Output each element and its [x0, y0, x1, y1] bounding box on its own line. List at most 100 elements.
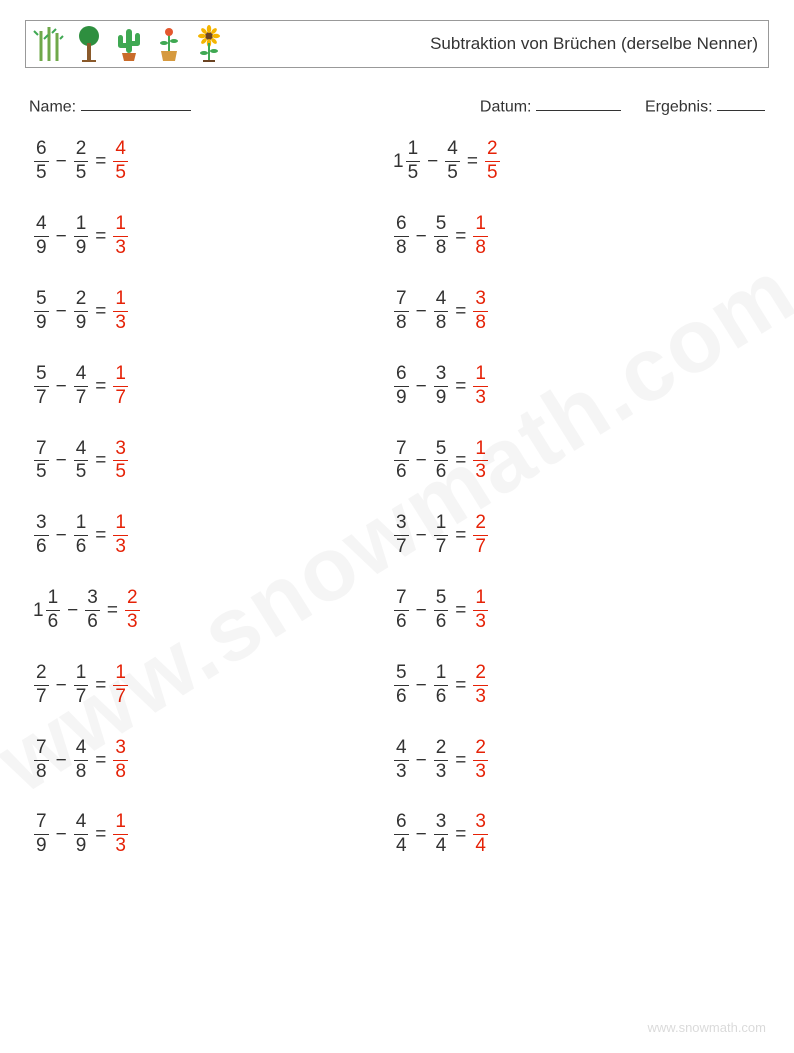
denominator: 5 [74, 461, 89, 484]
denominator: 9 [34, 237, 49, 260]
numerator: 6 [34, 138, 49, 161]
minus-sign: − [427, 152, 438, 171]
numerator: 2 [74, 288, 89, 311]
result-field: Ergebnis: [645, 96, 765, 116]
fraction: 36 [85, 587, 100, 634]
fraction: 47 [74, 363, 89, 410]
minus-sign: − [56, 751, 67, 770]
fraction: 23 [125, 587, 140, 634]
denominator: 5 [34, 162, 49, 185]
fraction: 13 [473, 438, 488, 485]
fraction: 79 [34, 811, 49, 858]
numerator: 4 [113, 138, 128, 161]
equals-sign: = [95, 676, 106, 695]
fraction: 19 [74, 213, 89, 260]
equals-sign: = [107, 601, 118, 620]
numerator: 2 [434, 737, 449, 760]
equals-sign: = [455, 676, 466, 695]
numerator: 4 [74, 363, 89, 386]
numerator: 1 [113, 363, 128, 386]
denominator: 6 [74, 536, 89, 559]
fraction: 23 [434, 737, 449, 784]
fraction: 64 [394, 811, 409, 858]
problem: 69−39=13 [393, 363, 753, 410]
numerator: 5 [434, 587, 449, 610]
fraction: 57 [34, 363, 49, 410]
numerator: 3 [434, 363, 449, 386]
problem: 79−49=13 [33, 811, 393, 858]
minus-sign: − [416, 676, 427, 695]
denominator: 7 [74, 686, 89, 709]
numerator: 7 [34, 737, 49, 760]
minus-sign: − [56, 302, 67, 321]
fraction: 75 [34, 438, 49, 485]
problems-column-2: 115−45=2568−58=1878−48=3869−39=1376−56=1… [393, 138, 753, 858]
denominator: 3 [113, 835, 128, 858]
denominator: 3 [113, 536, 128, 559]
numerator: 1 [74, 512, 89, 535]
numerator: 7 [394, 288, 409, 311]
problem: 115−45=25 [393, 138, 753, 185]
equals-sign: = [455, 302, 466, 321]
fraction: 65 [34, 138, 49, 185]
denominator: 3 [125, 611, 140, 634]
numerator: 4 [34, 213, 49, 236]
fraction: 76 [394, 438, 409, 485]
numerator: 7 [34, 438, 49, 461]
numerator: 1 [113, 811, 128, 834]
name-blank[interactable] [81, 96, 191, 111]
equals-sign: = [455, 825, 466, 844]
denominator: 3 [473, 761, 488, 784]
equals-sign: = [95, 152, 106, 171]
numerator: 6 [394, 363, 409, 386]
numerator: 1 [46, 587, 61, 610]
sunflower-icon [194, 25, 224, 63]
numerator: 2 [473, 737, 488, 760]
equals-sign: = [455, 451, 466, 470]
footer-link: www.snowmath.com [648, 1020, 766, 1035]
whole-part: 1 [33, 601, 44, 620]
numerator: 1 [473, 213, 488, 236]
info-line: Name: Datum: Ergebnis: [29, 96, 765, 116]
fraction: 25 [74, 138, 89, 185]
denominator: 7 [34, 387, 49, 410]
denominator: 7 [473, 536, 488, 559]
denominator: 8 [113, 761, 128, 784]
denominator: 9 [34, 835, 49, 858]
fraction: 16 [434, 662, 449, 709]
result-blank[interactable] [717, 96, 765, 111]
equals-sign: = [95, 751, 106, 770]
fraction: 78 [34, 737, 49, 784]
denominator: 6 [394, 461, 409, 484]
fraction: 17 [74, 662, 89, 709]
problem: 76−56=13 [393, 438, 753, 485]
numerator: 2 [473, 662, 488, 685]
numerator: 3 [34, 512, 49, 535]
fraction: 48 [74, 737, 89, 784]
fraction: 25 [485, 138, 500, 185]
whole-part: 1 [393, 152, 404, 171]
fraction: 43 [394, 737, 409, 784]
fraction: 56 [394, 662, 409, 709]
problem: 78−48=38 [393, 288, 753, 335]
numerator: 1 [113, 213, 128, 236]
fraction: 27 [473, 512, 488, 559]
fraction: 23 [473, 737, 488, 784]
numerator: 7 [394, 587, 409, 610]
denominator: 6 [34, 536, 49, 559]
numerator: 5 [394, 662, 409, 685]
numerator: 6 [394, 811, 409, 834]
numerator: 5 [434, 438, 449, 461]
denominator: 6 [394, 686, 409, 709]
denominator: 8 [394, 237, 409, 260]
equals-sign: = [455, 227, 466, 246]
denominator: 5 [74, 162, 89, 185]
equals-sign: = [95, 302, 106, 321]
minus-sign: − [416, 227, 427, 246]
denominator: 5 [445, 162, 460, 185]
numerator: 7 [34, 811, 49, 834]
fraction: 48 [434, 288, 449, 335]
date-blank[interactable] [536, 96, 621, 111]
equals-sign: = [95, 451, 106, 470]
numerator: 1 [473, 363, 488, 386]
